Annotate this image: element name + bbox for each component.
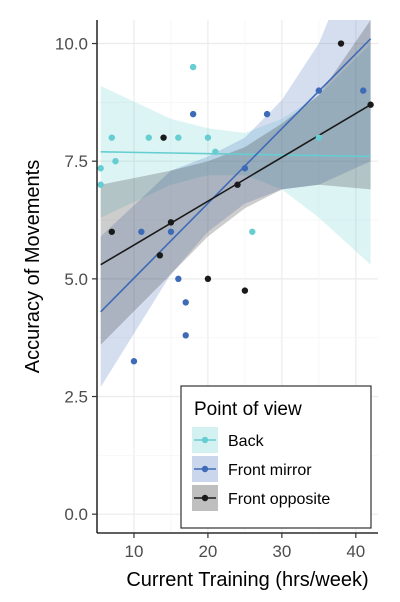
- back-point: [112, 157, 119, 165]
- back-point: [189, 63, 197, 71]
- back-point: [212, 148, 219, 155]
- back-point: [175, 134, 182, 141]
- legend-title: Point of view: [194, 399, 302, 420]
- front-opposite-point: [108, 228, 115, 235]
- y-tick-label: 0.0: [64, 505, 88, 524]
- front-mirror-point: [175, 275, 182, 283]
- legend-key-point: [201, 494, 209, 502]
- back-fit-line: [100, 150, 371, 158]
- y-tick-label: 2.5: [64, 388, 88, 407]
- x-tick-label: 40: [346, 542, 365, 561]
- x-tick-label: 20: [198, 542, 217, 561]
- front-opposite-point: [234, 181, 241, 188]
- front-mirror-point: [130, 358, 138, 365]
- legend: Point of view Back Front mirror Front oppos…: [180, 385, 372, 529]
- back-point: [145, 134, 152, 141]
- y-tick-label: 10.0: [55, 35, 88, 54]
- legend-key-point: [201, 465, 209, 473]
- legend-label-back: Back: [228, 433, 265, 450]
- back-point: [97, 181, 104, 188]
- front-opposite-point: [156, 252, 164, 259]
- front-opposite-point: [160, 134, 167, 141]
- legend-key-point: [201, 436, 209, 444]
- legend-box: [180, 385, 372, 529]
- front-mirror-point: [182, 332, 189, 339]
- x-tick-label: 30: [272, 542, 291, 561]
- legend-label-front-opposite: Front opposite: [228, 491, 330, 508]
- front-mirror-point: [182, 299, 189, 306]
- front-mirror-point: [167, 228, 175, 235]
- back-point: [97, 165, 104, 172]
- x-tick-label: 10: [125, 542, 144, 561]
- front-mirror-point: [241, 165, 249, 172]
- front-mirror-fit-line: [100, 38, 372, 313]
- front-mirror-point: [360, 87, 367, 94]
- back-point: [315, 134, 323, 141]
- axes: 10 20 30 40 0.0 2.5 5.0 7.5 10.0: [55, 20, 378, 561]
- front-opposite-point: [204, 275, 212, 283]
- back-point: [249, 228, 256, 235]
- back-point: [108, 134, 115, 141]
- front-mirror-point: [263, 110, 271, 118]
- front-mirror-ci-band: [100, 20, 371, 388]
- y-tick-label: 5.0: [64, 270, 88, 289]
- front-mirror-point: [189, 110, 197, 118]
- front-opposite-point: [241, 287, 249, 294]
- x-axis-title: Current Training (hrs/week): [126, 569, 368, 591]
- front-mirror-point: [138, 228, 145, 235]
- data-points: [97, 40, 374, 365]
- front-opposite-point: [337, 40, 345, 47]
- y-axis-title: Accuracy of Movements: [22, 160, 44, 373]
- front-mirror-point: [315, 87, 323, 94]
- y-tick-label: 7.5: [64, 152, 88, 171]
- back-point: [204, 134, 212, 141]
- front-opposite-point: [367, 101, 374, 108]
- front-opposite-point: [167, 219, 175, 226]
- legend-label-front-mirror: Front mirror: [228, 462, 312, 479]
